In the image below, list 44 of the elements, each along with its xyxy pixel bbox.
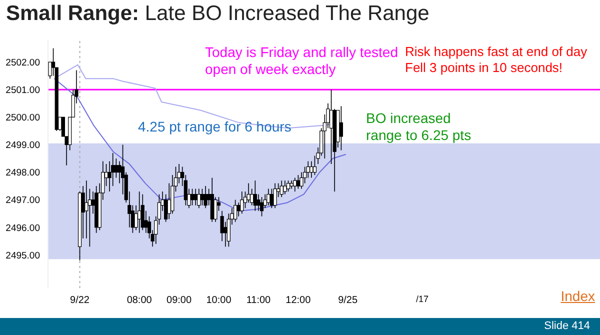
- candlestick: [197, 188, 201, 208]
- candlestick: [310, 160, 314, 178]
- y-tick-label: 2500.00: [6, 112, 40, 124]
- candlestick: [253, 180, 257, 212]
- x-tick-label: 10:00: [206, 295, 232, 306]
- chart-title: Small Range: Late BO Increased The Range: [6, 2, 430, 26]
- x-tick-label: 12:00: [286, 295, 312, 306]
- candlestick: [296, 174, 300, 190]
- text: Slide 414: [543, 320, 590, 334]
- candlestick: [140, 194, 144, 231]
- annotation: BO increased range to 6.25 pts: [366, 110, 472, 144]
- candlestick: [283, 180, 287, 195]
- candlestick: [266, 188, 270, 206]
- candlestick: [312, 155, 317, 176]
- x-tick-label: 9/22: [70, 295, 90, 306]
- candlestick: [273, 182, 277, 208]
- y-tick-label: 2496.00: [6, 222, 40, 234]
- band-label: 4.25 pt range for 6 hours: [138, 118, 292, 134]
- annotation: Today is Friday and rally tested open of week exactly: [205, 44, 399, 78]
- y-tick-label: 2495.00: [6, 250, 40, 262]
- candlestick: [293, 177, 297, 192]
- candlestick: [260, 196, 264, 217]
- candlestick: [204, 186, 208, 208]
- candlestick: [329, 89, 334, 164]
- candlestick: [190, 188, 194, 206]
- text: /17: [416, 294, 430, 305]
- y-tick-label: 2501.00: [6, 84, 40, 96]
- y-tick-label: 2498.00: [6, 168, 40, 179]
- y-tick-label: 2502.00: [6, 57, 40, 68]
- candlestick: [240, 191, 244, 214]
- x-tick-label: 09:00: [166, 295, 192, 306]
- x-tick-label: 9/25: [338, 295, 358, 306]
- y-tick-label: 2499.00: [6, 140, 40, 152]
- x-tick-label: 08:00: [126, 295, 152, 306]
- annotation: Risk happens fast at end of day Fell 3 points in 10 seconds!: [405, 44, 588, 76]
- x-tick-label: 11:00: [246, 295, 272, 306]
- candlestick: [138, 191, 142, 234]
- candlestick: [214, 196, 218, 222]
- y-tick-label: 2497.00: [6, 195, 40, 206]
- line-series: [54, 78, 346, 212]
- candlestick: [280, 180, 284, 198]
- candlestick: [234, 199, 238, 222]
- annotation: Index: [560, 288, 595, 305]
- candlestick: [339, 106, 343, 151]
